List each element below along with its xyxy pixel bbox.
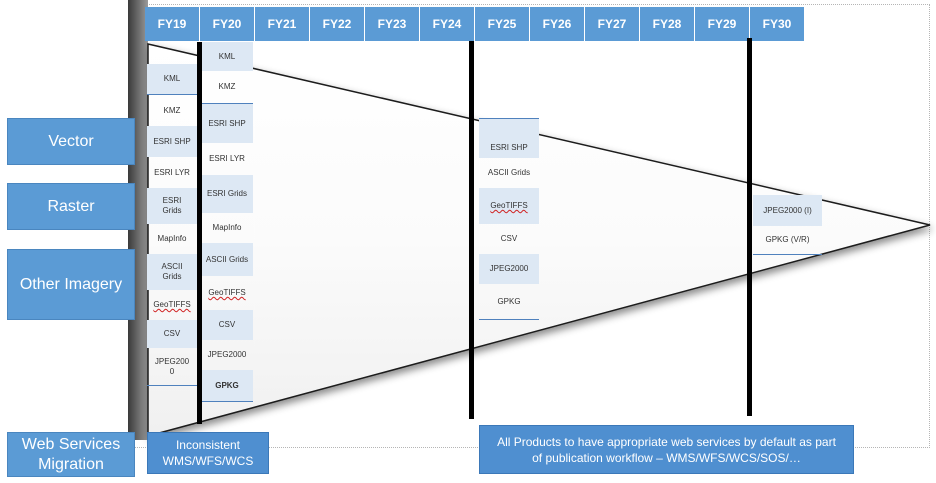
fy19-format-column: KML KMZ ESRI SHP ESRI LYR ESRI Grids Map…	[147, 64, 197, 386]
fy20-milestone-bar	[197, 42, 202, 424]
shadow-band	[128, 0, 148, 440]
fy-label-fy25: FY25	[475, 7, 529, 41]
format-item: ESRI LYR	[154, 167, 190, 177]
funnel-shape	[147, 43, 931, 437]
format-item: KMZ	[218, 82, 236, 91]
fy20-format-column: KML KMZ ESRI SHP ESRI LYR ESRI Grids Map…	[201, 42, 253, 402]
category-raster: Raster	[7, 183, 135, 230]
inconsistent-web-services-note: Inconsistent WMS/WFS/WCS	[147, 432, 269, 474]
format-item: CSV	[500, 234, 518, 243]
fy-label-fy27: FY27	[585, 7, 639, 41]
format-item: GPKG	[479, 284, 539, 320]
fy-label-fy23: FY23	[365, 7, 419, 41]
format-item: GPKG (V/R)	[753, 226, 822, 255]
format-item: ESRI SHP	[201, 103, 253, 143]
fy30-milestone-bar	[747, 38, 752, 416]
format-item: ASCII Grids	[201, 243, 253, 276]
format-item: JPEG2000 (I)	[753, 195, 822, 226]
format-item: CSV	[201, 310, 253, 340]
format-item: JPEG2000	[147, 348, 197, 386]
fy-label-fy22: FY22	[310, 7, 364, 41]
format-item: KML	[201, 42, 253, 71]
format-item: MapInfo	[212, 223, 242, 232]
format-item: JPEG2000	[207, 350, 247, 359]
fy25-milestone-bar	[469, 41, 474, 419]
format-item: ESRI LYR	[209, 154, 245, 163]
format-item: ASCII Grids	[487, 168, 531, 177]
format-item: ESRI Grids	[201, 175, 253, 213]
format-item: ESRI SHP	[147, 126, 197, 157]
category-vector: Vector	[7, 118, 135, 165]
format-item: KMZ	[163, 105, 181, 115]
fiscal-year-header: FY19 FY20 FY21 FY22 FY23 FY24 FY25 FY26 …	[145, 7, 805, 41]
fy-label-fy24: FY24	[420, 7, 474, 41]
format-item: CSV	[147, 320, 197, 348]
fy-label-fy26: FY26	[530, 7, 584, 41]
fy-label-fy19: FY19	[145, 7, 199, 41]
format-item: ESRI SHP	[479, 118, 539, 158]
format-item: JPEG2000	[479, 254, 539, 284]
format-item: ESRI Grids	[147, 188, 197, 224]
format-item: GPKG	[201, 370, 253, 402]
format-item: KML	[147, 64, 197, 95]
web-services-goal-note: All Products to have appropriate web ser…	[479, 425, 854, 474]
fy30-format-column: JPEG2000 (I) GPKG (V/R)	[753, 195, 822, 255]
fy-label-fy20: FY20	[200, 7, 254, 41]
fy25-format-column: ESRI SHP ASCII Grids GeoTIFFS CSV JPEG20…	[479, 118, 539, 320]
category-other-imagery: Other Imagery	[7, 249, 135, 320]
format-item: ASCII Grids	[147, 254, 197, 290]
format-item: GeoTIFFS	[479, 188, 539, 224]
format-item: MapInfo	[157, 234, 187, 243]
category-web-services-migration: Web Services Migration	[7, 432, 135, 477]
fy-label-fy30: FY30	[750, 7, 804, 41]
fy-label-fy21: FY21	[255, 7, 309, 41]
format-item: GeoTIFFS	[208, 288, 246, 297]
fy-label-fy29: FY29	[695, 7, 749, 41]
format-item: GeoTIFFS	[153, 300, 191, 309]
fy-label-fy28: FY28	[640, 7, 694, 41]
